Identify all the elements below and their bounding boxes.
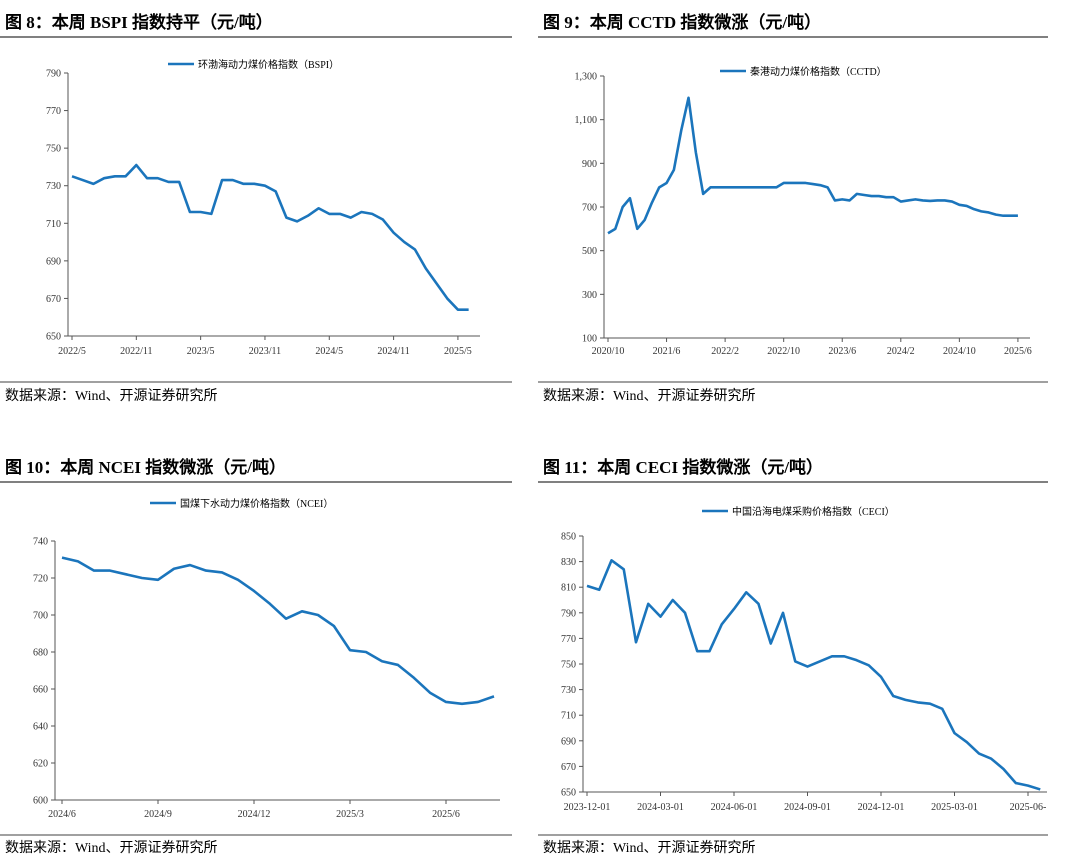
x-tick-label: 2024/9 bbox=[144, 809, 172, 820]
source: 数据来源：Wind、开源证券研究所 bbox=[5, 388, 218, 404]
y-tick-label: 1,100 bbox=[575, 115, 598, 126]
data-line bbox=[586, 559, 1041, 791]
x-tick-label: 2024/11 bbox=[377, 346, 409, 357]
x-tick-label: 2024/6 bbox=[48, 809, 76, 820]
x-tick-label: 2024/5 bbox=[315, 346, 343, 357]
x-tick-label: 2024-12-01 bbox=[858, 802, 905, 813]
x-tick-label: 2025/6 bbox=[1004, 346, 1032, 357]
x-tick-label: 2025/3 bbox=[336, 809, 364, 820]
y-tick-label: 790 bbox=[561, 608, 576, 619]
x-tick-label: 2023/5 bbox=[187, 346, 215, 357]
y-tick-label: 670 bbox=[46, 294, 61, 305]
source: 数据来源：Wind、开源证券研究所 bbox=[543, 840, 756, 856]
y-tick-label: 810 bbox=[561, 583, 576, 594]
x-tick-label: 2024/2 bbox=[887, 346, 915, 357]
x-tick-label: 2025-03-01 bbox=[931, 802, 978, 813]
y-tick-label: 730 bbox=[46, 181, 61, 192]
y-tick-label: 680 bbox=[33, 648, 48, 659]
x-tick-label: 2021/6 bbox=[653, 346, 681, 357]
y-tick-label: 500 bbox=[582, 246, 597, 257]
data-line bbox=[607, 96, 1018, 235]
y-tick-label: 690 bbox=[46, 256, 61, 267]
data-line bbox=[71, 163, 469, 311]
x-tick-label: 2022/2 bbox=[711, 346, 739, 357]
x-tick-label: 2024-09-01 bbox=[784, 802, 831, 813]
y-tick-label: 670 bbox=[561, 762, 576, 773]
x-tick-label: 2025-06- bbox=[1010, 802, 1047, 813]
x-tick-label: 2020/10 bbox=[592, 346, 625, 357]
y-tick-label: 710 bbox=[46, 219, 61, 230]
y-tick-label: 650 bbox=[561, 788, 576, 799]
y-tick-label: 900 bbox=[582, 159, 597, 170]
x-tick-label: 2023/11 bbox=[249, 346, 281, 357]
x-tick-label: 2025/6 bbox=[432, 809, 460, 820]
x-tick-label: 2025/5 bbox=[444, 346, 472, 357]
y-tick-label: 750 bbox=[46, 144, 61, 155]
y-tick-label: 100 bbox=[582, 334, 597, 345]
figure-title: 图 8：本周 BSPI 指数持平（元/吨） bbox=[5, 12, 273, 32]
y-tick-label: 830 bbox=[561, 557, 576, 568]
source: 数据来源：Wind、开源证券研究所 bbox=[543, 388, 756, 404]
y-tick-label: 710 bbox=[561, 711, 576, 722]
y-tick-label: 300 bbox=[582, 290, 597, 301]
y-tick-label: 770 bbox=[46, 106, 61, 117]
x-tick-label: 2024/12 bbox=[238, 809, 271, 820]
legend-label: 环渤海动力煤价格指数（BSPI） bbox=[198, 58, 339, 71]
y-tick-label: 850 bbox=[561, 532, 576, 543]
y-tick-label: 640 bbox=[33, 722, 48, 733]
x-tick-label: 2024/10 bbox=[943, 346, 976, 357]
y-tick-label: 790 bbox=[46, 69, 61, 80]
y-tick-label: 660 bbox=[33, 685, 48, 696]
figure-title: 图 10：本周 NCEI 指数微涨（元/吨） bbox=[5, 457, 286, 477]
y-tick-label: 690 bbox=[561, 736, 576, 747]
x-tick-label: 2023-12-01 bbox=[564, 802, 611, 813]
x-tick-label: 2024-06-01 bbox=[711, 802, 758, 813]
x-tick-label: 2022/5 bbox=[58, 346, 86, 357]
y-tick-label: 770 bbox=[561, 634, 576, 645]
y-tick-label: 600 bbox=[33, 796, 48, 807]
legend-label: 中国沿海电煤采购价格指数（CECI） bbox=[732, 505, 895, 518]
y-tick-label: 730 bbox=[561, 685, 576, 696]
y-tick-label: 750 bbox=[561, 660, 576, 671]
legend-label: 秦港动力煤价格指数（CCTD） bbox=[750, 65, 887, 78]
y-tick-label: 620 bbox=[33, 759, 48, 770]
y-tick-label: 650 bbox=[46, 332, 61, 343]
y-tick-label: 700 bbox=[33, 611, 48, 622]
y-tick-label: 700 bbox=[582, 203, 597, 214]
y-tick-label: 740 bbox=[33, 537, 48, 548]
source: 数据来源：Wind、开源证券研究所 bbox=[5, 840, 218, 856]
y-tick-label: 1,300 bbox=[575, 72, 598, 83]
x-tick-label: 2023/6 bbox=[828, 346, 856, 357]
data-line bbox=[61, 556, 495, 706]
y-tick-label: 720 bbox=[33, 574, 48, 585]
x-tick-label: 2022/10 bbox=[767, 346, 800, 357]
figure-title: 图 9：本周 CCTD 指数微涨（元/吨） bbox=[543, 12, 821, 32]
x-tick-label: 2022/11 bbox=[120, 346, 152, 357]
figure-title: 图 11：本周 CECI 指数微涨（元/吨） bbox=[543, 457, 823, 477]
legend-label: 国煤下水动力煤价格指数（NCEI） bbox=[180, 497, 333, 510]
x-tick-label: 2024-03-01 bbox=[637, 802, 684, 813]
